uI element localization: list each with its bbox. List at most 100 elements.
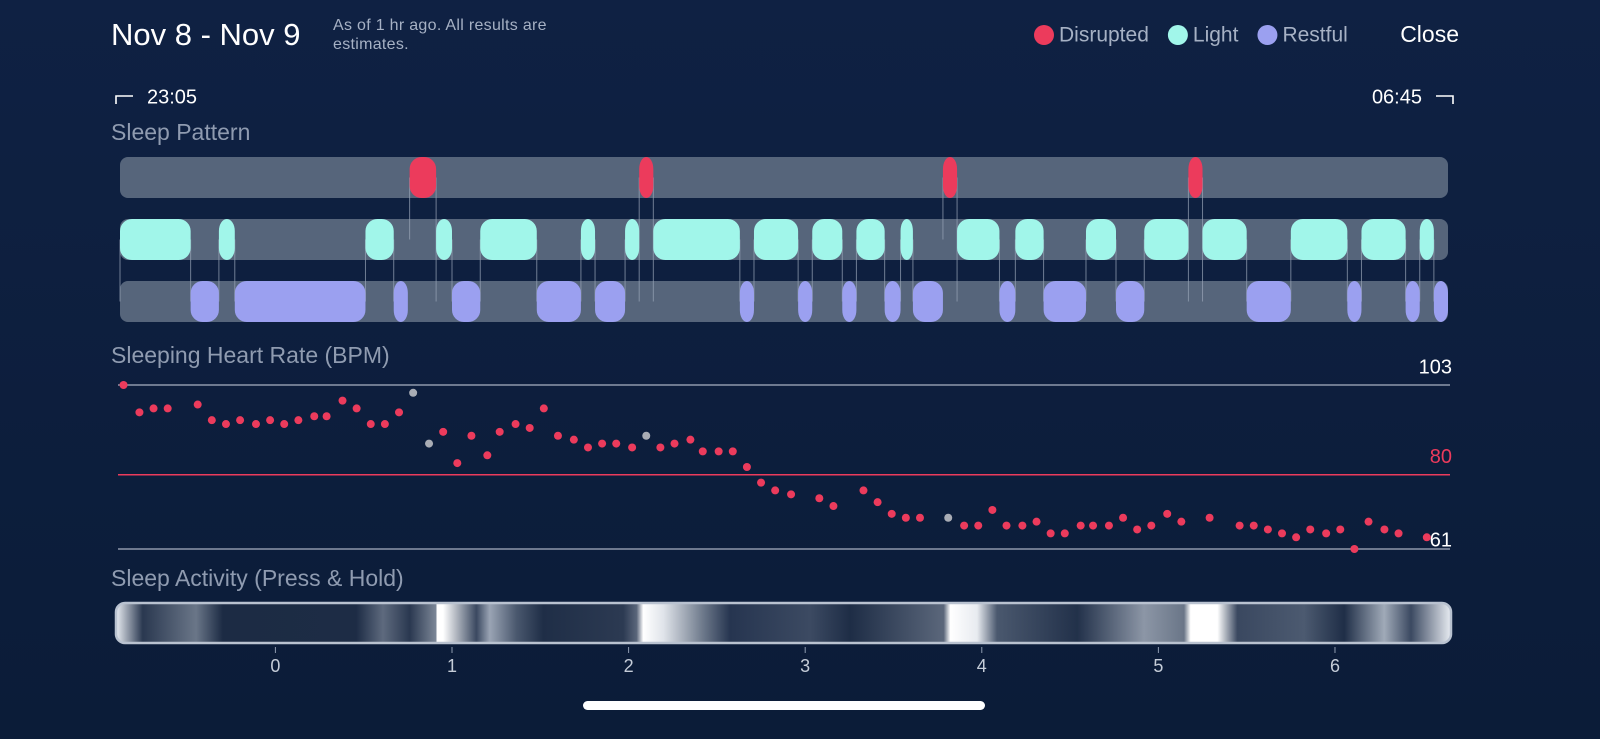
stage-segment — [812, 219, 843, 260]
stage-segment — [653, 219, 740, 260]
activity-bar[interactable] — [114, 601, 1453, 645]
heart-rate-point — [119, 381, 128, 389]
heart-rate-point — [569, 435, 578, 444]
legend-label: Restful — [1282, 24, 1347, 47]
stage-segment — [912, 281, 943, 322]
heart-rate-point — [338, 396, 347, 405]
heart-rate-point — [901, 513, 910, 522]
x-tick-label: 1 — [447, 656, 457, 676]
heart-rate-point — [1380, 525, 1389, 534]
section-title: Sleep Activity (Press & Hold) — [111, 565, 404, 591]
heart-rate-point — [322, 412, 331, 421]
heart-rate-point — [742, 463, 751, 471]
start-time: 23:05 — [147, 86, 197, 108]
stage-segment — [639, 157, 654, 198]
heart-rate-point — [728, 447, 737, 456]
x-tick-label: 0 — [270, 656, 280, 676]
heart-rate-point — [1133, 525, 1142, 534]
stage-segment — [580, 219, 596, 260]
heart-rate-point — [525, 423, 534, 432]
heart-rate-point — [988, 505, 997, 514]
close-button[interactable]: Close — [1400, 21, 1459, 47]
heart-rate-point — [686, 435, 695, 444]
heart-rate-point — [511, 420, 520, 429]
stage-segment — [957, 219, 1000, 260]
heart-rate-point — [974, 521, 983, 530]
stage-segment — [884, 281, 901, 322]
stage-segment — [1188, 157, 1203, 198]
start-bracket — [115, 95, 133, 104]
heart-rate-point — [628, 443, 637, 452]
stage-segment — [942, 157, 958, 198]
stage-segment — [595, 281, 626, 322]
heart-rate-point — [1147, 521, 1156, 530]
heart-rate-point — [294, 416, 303, 425]
legend-dot — [1167, 25, 1188, 45]
stage-segment — [452, 281, 481, 322]
home-indicator — [583, 701, 985, 710]
stage-track — [120, 157, 1448, 198]
y-tick-label: 103 — [1419, 356, 1452, 378]
heart-rate-point — [1018, 521, 1027, 530]
heart-rate-point — [1046, 529, 1055, 538]
heart-rate-point — [409, 388, 418, 397]
stage-segment — [798, 281, 813, 322]
stage-segment — [1116, 281, 1145, 322]
x-tick-label: 2 — [624, 656, 634, 676]
end-bracket — [1436, 95, 1454, 104]
heart-rate-point — [1350, 545, 1359, 553]
heart-rate-point — [310, 412, 319, 421]
heart-rate-point — [251, 420, 260, 429]
legend-label: Disrupted — [1059, 24, 1149, 47]
heart-rate-point — [395, 408, 404, 417]
heart-rate-point — [1104, 521, 1113, 530]
stage-segment — [190, 281, 219, 322]
heart-rate-point — [1263, 525, 1272, 534]
heart-rate-point — [135, 408, 144, 417]
stage-segment — [900, 219, 913, 260]
heart-rate-point — [539, 404, 548, 413]
heart-rate-point — [483, 451, 492, 460]
heart-rate-point — [193, 400, 202, 409]
heart-rate-point — [642, 431, 651, 440]
heart-rate-point — [280, 420, 289, 429]
stage-segment — [625, 219, 640, 260]
heart-rate-point — [352, 404, 361, 413]
legend: Disrupted Light Restful — [1034, 24, 1348, 47]
heart-rate-point — [815, 494, 824, 503]
heart-rate-point — [149, 404, 158, 413]
heart-rate-point — [236, 416, 245, 425]
heart-rate-point — [366, 420, 375, 429]
heart-rate-point — [1292, 533, 1301, 542]
heart-rate-point — [612, 439, 621, 448]
heart-rate-point — [944, 513, 953, 522]
heart-rate-point — [1364, 517, 1373, 526]
heart-rate-point — [1032, 517, 1041, 526]
heart-rate-point — [425, 439, 434, 448]
stage-segment — [120, 219, 191, 260]
heart-rate-point — [1394, 529, 1403, 538]
section-title: Sleep Pattern — [111, 119, 250, 145]
legend-dot — [1034, 25, 1054, 45]
legend-dot — [1257, 25, 1278, 45]
stage-segment — [393, 281, 408, 322]
heart-rate-point — [1422, 533, 1431, 542]
heart-rate-point — [873, 498, 882, 507]
stage-segment — [1015, 219, 1044, 260]
x-tick-label: 4 — [977, 656, 987, 676]
heart-rate-point — [1306, 525, 1315, 534]
heart-rate-point — [656, 443, 665, 452]
stage-segment — [1043, 281, 1086, 322]
heart-rate-point — [714, 447, 723, 456]
heart-rate-point — [1177, 517, 1186, 526]
heart-rate-point — [583, 443, 592, 452]
heart-rate-point — [887, 509, 896, 518]
heart-rate-point — [207, 416, 216, 425]
heart-rate-point — [598, 439, 607, 448]
heart-rate-point — [495, 427, 504, 436]
stage-segment — [365, 219, 394, 260]
heart-rate-point — [1249, 521, 1258, 530]
section-title: Sleeping Heart Rate (BPM) — [111, 342, 390, 368]
stage-segment — [480, 219, 537, 260]
